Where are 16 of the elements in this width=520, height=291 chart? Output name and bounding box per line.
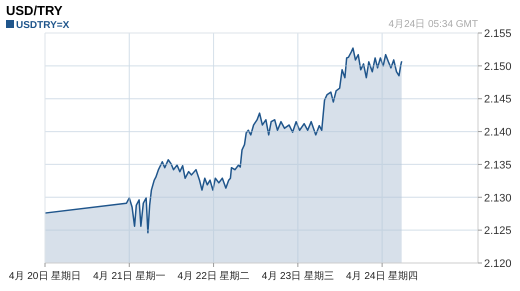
y-tick-label: 2.120	[484, 258, 512, 270]
x-tick-label: 4月 20日 星期日	[8, 270, 82, 282]
y-tick-label: 2.130	[484, 192, 512, 204]
y-tick-label: 2.150	[484, 60, 512, 73]
x-tick-label: 4月 22日 星期二	[177, 270, 250, 282]
y-tick-label: 2.125	[484, 225, 512, 238]
x-tick-label: 4月 24日 星期四	[346, 270, 418, 282]
y-tick-label: 2.135	[484, 159, 512, 172]
legend-label: USDTRY=X	[16, 20, 70, 31]
x-tick-label: 4月 23日 星期三	[262, 270, 334, 282]
y-tick-label: 2.145	[484, 94, 512, 106]
text: 4月24日 05:34 GMT	[388, 19, 478, 30]
y-tick-label: 2.155	[484, 28, 512, 40]
chart-title: USD/TRY	[6, 3, 63, 18]
y-tick-label: 2.140	[484, 126, 512, 139]
x-tick-label: 4月 21日 星期一	[93, 270, 166, 282]
